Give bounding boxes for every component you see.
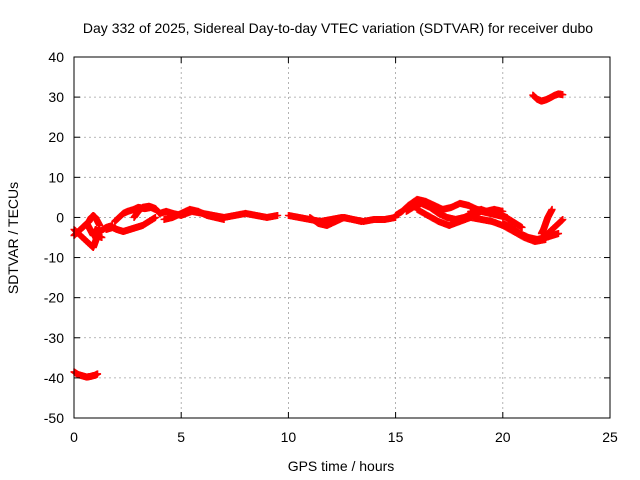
plot-frame (73, 56, 611, 419)
x-tick-label: 25 (602, 429, 618, 445)
series-arc-evening-2 (537, 205, 556, 237)
data-point (518, 223, 526, 231)
series-arc-neg-start (70, 368, 102, 381)
series-arc-morning-2 (160, 205, 228, 223)
data-point (357, 217, 365, 225)
y-tick-label: 0 (56, 209, 64, 225)
data-point (274, 211, 282, 219)
axis-ticks (73, 56, 611, 419)
data-point (559, 91, 567, 99)
y-tick-label: 10 (48, 169, 64, 185)
grid (74, 57, 610, 418)
series-arc-early-1 (102, 213, 159, 235)
series-arc-pos-end (529, 90, 567, 105)
y-tick-label: -50 (44, 410, 64, 426)
x-tick-label: 20 (495, 429, 511, 445)
chart-title: Day 332 of 2025, Sidereal Day-to-day VTE… (83, 20, 593, 36)
series-arc-midday-2 (306, 213, 365, 229)
y-tick-label: -30 (44, 330, 64, 346)
y-axis-label: SDTVAR / TECUs (5, 182, 21, 294)
series-arc-early-3 (130, 202, 164, 221)
data-point (94, 370, 102, 378)
y-tick-label: 30 (48, 89, 64, 105)
x-tick-label: 10 (281, 429, 297, 445)
y-tick-label: -40 (44, 370, 64, 386)
data-point (96, 221, 104, 229)
x-tick-label: 5 (177, 429, 185, 445)
y-tick-label: 20 (48, 129, 64, 145)
data-point (559, 215, 567, 223)
data-point (151, 213, 159, 221)
x-tick-labels: 0 5 10 15 20 25 (70, 429, 618, 445)
y-tick-label: -20 (44, 290, 64, 306)
y-tick-labels: -50 -40 -30 -20 -10 0 10 20 30 40 (44, 49, 64, 426)
data-point (220, 215, 228, 223)
data-points (70, 90, 567, 381)
series-arc-start-3 (83, 211, 104, 229)
y-tick-label: 40 (48, 49, 64, 65)
x-tick-label: 15 (388, 429, 404, 445)
data-point (98, 234, 106, 241)
series-arc-afternoon-4 (467, 205, 526, 231)
x-axis-label: GPS time / hours (288, 458, 395, 474)
y-tick-label: -10 (44, 250, 64, 266)
x-tick-label: 0 (70, 429, 78, 445)
data-point (548, 205, 556, 213)
data-point (555, 229, 563, 237)
series-arc-evening-1 (499, 219, 563, 244)
series-arc-evening-3 (542, 215, 567, 239)
